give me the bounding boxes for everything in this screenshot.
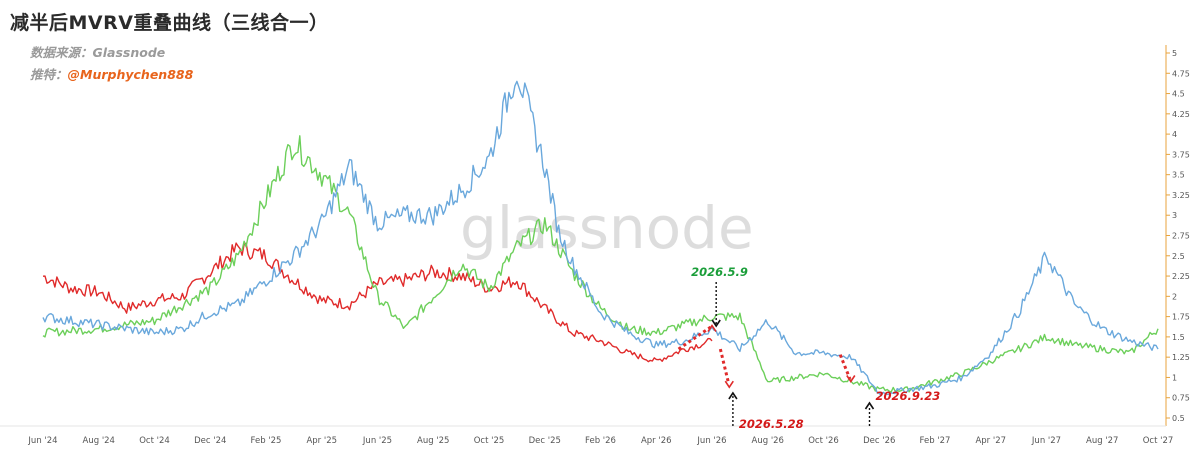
x-tick-label: Oct '27	[1143, 436, 1174, 446]
chart-title: 减半后MVRV重叠曲线（三线合一）	[10, 12, 329, 34]
x-tick-label: Aug '26	[752, 436, 784, 446]
x-tick-label: Oct '25	[474, 436, 505, 446]
annotation-label: 2026.5.28	[739, 417, 804, 431]
y-tick-label: 5	[1172, 49, 1177, 58]
y-tick-label: 4.5	[1172, 90, 1185, 99]
x-tick-label: Apr '26	[641, 436, 672, 446]
series-line-green	[42, 135, 1159, 393]
y-tick-label: 3.5	[1172, 171, 1185, 180]
trend-arrow	[838, 354, 852, 380]
x-tick-label: Aug '24	[83, 436, 115, 446]
x-tick-label: Oct '24	[139, 436, 170, 446]
y-tick-label: 3	[1172, 211, 1177, 220]
watermark-text: glassnode	[460, 194, 754, 262]
trend-arrowhead	[724, 380, 734, 389]
y-tick-label: 2.25	[1172, 272, 1190, 281]
trend-arrow	[718, 348, 731, 385]
source-label: 数据来源：	[30, 45, 93, 60]
series-line-red	[42, 242, 713, 363]
trend-arrowhead	[846, 375, 856, 383]
y-tick-label: 0.5	[1172, 414, 1185, 423]
annotation-arrowhead	[711, 319, 721, 328]
y-tick-label: 4	[1172, 130, 1177, 139]
trend-arrowhead	[707, 324, 717, 332]
annotation-label: 2026.9.23	[875, 389, 940, 403]
y-tick-label: 3.75	[1172, 150, 1190, 159]
y-tick-label: 4.75	[1172, 69, 1190, 78]
y-tick-label: 2	[1172, 292, 1177, 301]
y-tick-label: 0.75	[1172, 394, 1190, 403]
source-name: Glassnode	[92, 45, 166, 60]
annotation-arrowhead	[864, 401, 875, 410]
x-tick-label: Dec '26	[863, 436, 895, 446]
y-tick-label: 1.25	[1172, 353, 1190, 362]
y-tick-label: 3.25	[1172, 191, 1190, 200]
x-tick-label: Feb '27	[920, 436, 951, 446]
annotation-arrowhead	[728, 391, 738, 400]
y-tick-label: 1	[1172, 373, 1177, 382]
x-tick-label: Feb '26	[585, 436, 616, 446]
y-tick-label: 1.5	[1172, 333, 1185, 342]
x-tick-label: Dec '25	[529, 436, 561, 446]
x-tick-label: Jun '27	[1031, 436, 1061, 446]
series-line-blue	[42, 80, 1159, 397]
y-tick-label: 1.75	[1172, 313, 1190, 322]
x-tick-label: Oct '26	[808, 436, 839, 446]
y-tick-label: 4.25	[1172, 110, 1190, 119]
axis-layer: 0.5 0.75 1 1.25 1.5 1.75 2 2.25 2.5 2.75 3 3.25 3.5 3…	[0, 45, 1190, 446]
trend-arrow	[677, 325, 712, 351]
series-layer	[42, 80, 1159, 397]
source-line: 数据来源：Glassnode	[30, 42, 165, 61]
x-tick-label: Aug '25	[417, 436, 449, 446]
author-line: 推特：@Murphychen888	[30, 64, 193, 83]
x-tick-label: Jun '25	[362, 436, 392, 446]
x-tick-label: Dec '24	[194, 436, 226, 446]
annotation-layer: 2026.5.9 2026.5.28 2026.9.23	[677, 265, 940, 431]
y-tick-label: 2.5	[1172, 252, 1185, 261]
annotation-label: 2026.5.9	[691, 265, 748, 279]
watermark-layer: glassnode	[460, 194, 754, 262]
author-handle[interactable]: @Murphychen888	[67, 67, 194, 82]
x-tick-label: Aug '27	[1086, 436, 1118, 446]
y-tick-label: 2.75	[1172, 232, 1190, 241]
author-label: 推特：	[30, 67, 68, 82]
x-tick-label: Jun '26	[696, 436, 726, 446]
x-tick-label: Feb '25	[251, 436, 282, 446]
x-tick-label: Jun '24	[27, 436, 57, 446]
x-tick-label: Apr '25	[306, 436, 337, 446]
x-tick-label: Apr '27	[975, 436, 1006, 446]
